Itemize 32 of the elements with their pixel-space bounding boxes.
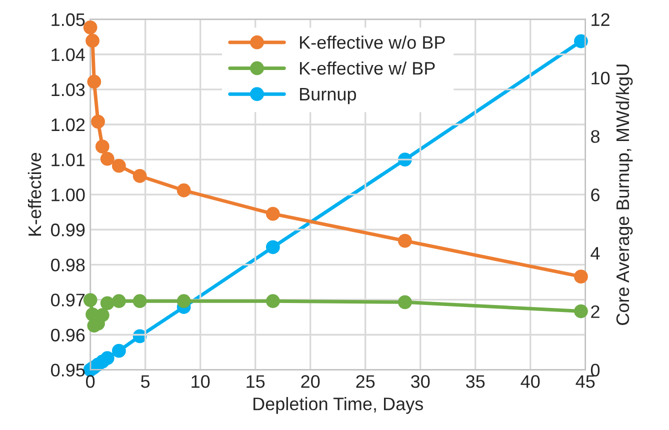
legend-label: K-effective w/ BP [300, 61, 435, 75]
y2-tick-label: 12 [592, 13, 610, 26]
y-axis-title: K-effective [28, 152, 42, 236]
legend-label: Burnup [300, 88, 356, 104]
y2-tick-label: 0 [590, 364, 600, 377]
x-tick-label: 40 [520, 375, 540, 388]
y2-tick-label: 8 [591, 130, 600, 143]
x-tick-label: 5 [141, 375, 150, 388]
y2-tick-label: 10 [592, 72, 610, 84]
y2-tick-label: 2 [591, 305, 600, 318]
y2-tick-label: 4 [590, 247, 600, 260]
x-tick-label: 45 [576, 375, 595, 388]
y-tick-label: 1.05 [52, 13, 85, 26]
y2-tick-label: 6 [591, 188, 600, 202]
y-tick-label: 0.96 [51, 328, 85, 342]
y-tick-label: 1.00 [52, 188, 85, 202]
y-tick-label: 1.02 [52, 118, 85, 132]
y2-axis-title: Core Average Burnup, MWd/kgU [616, 64, 633, 325]
legend-label: K-effective w/o BP [300, 36, 445, 49]
y-tick-label: 1.04 [52, 48, 85, 62]
x-tick-label: 0 [86, 375, 95, 388]
y-tick-label: 1.03 [52, 83, 85, 96]
x-tick-label: 15 [246, 375, 265, 388]
y-tick-label: 0.98 [51, 258, 85, 272]
y-tick-label: 0.99 [51, 224, 85, 236]
y-tick-label: 1.01 [52, 153, 85, 166]
x-tick-label: 35 [466, 375, 485, 388]
x-tick-label: 20 [301, 375, 320, 388]
x-tick-label: 30 [411, 375, 430, 388]
x-axis-title: Depletion Time, Days [254, 397, 423, 414]
x-tick-label: 10 [192, 375, 210, 388]
x-tick-label: 25 [356, 375, 375, 388]
